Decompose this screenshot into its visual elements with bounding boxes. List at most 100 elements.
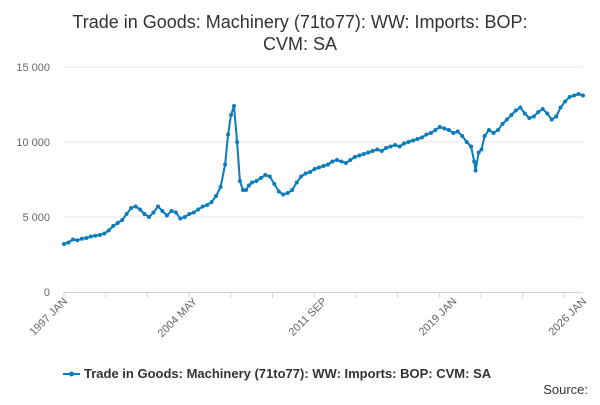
data-point (294, 180, 299, 185)
chart-title-line-1: Trade in Goods: Machinery (71to77): WW: … (72, 12, 527, 32)
data-point (509, 113, 514, 117)
x-tick-label: 2026 JAN (546, 296, 589, 339)
data-point (88, 234, 93, 239)
data-point (187, 212, 192, 216)
y-tick-label: 10 000 (16, 137, 50, 149)
data-point (343, 161, 348, 165)
data-point (482, 134, 487, 138)
data-point (178, 216, 183, 221)
data-point (513, 108, 518, 113)
data-point (138, 207, 143, 212)
data-point (218, 185, 223, 189)
data-point (173, 210, 178, 215)
data-point (97, 233, 102, 237)
data-point (406, 140, 411, 144)
data-point (106, 228, 111, 233)
data-point (235, 140, 240, 144)
data-point (334, 158, 339, 162)
data-point (330, 159, 335, 164)
data-point (326, 162, 330, 167)
data-point (303, 171, 308, 176)
data-point (66, 240, 71, 245)
data-point (209, 200, 214, 204)
data-point (352, 155, 357, 159)
y-tick-labels: 0 5 000 10 000 15 000 (16, 62, 50, 299)
data-point (536, 110, 541, 114)
data-point (147, 215, 151, 219)
data-point (214, 194, 219, 198)
data-point (424, 132, 429, 137)
data-point (156, 204, 160, 209)
data-point (244, 188, 248, 192)
data-point (460, 134, 465, 138)
data-point (223, 162, 228, 167)
legend-label: Trade in Goods: Machinery (71to77): WW: … (84, 366, 492, 381)
data-point (272, 182, 277, 186)
data-point (540, 107, 545, 111)
data-point (205, 203, 210, 207)
data-point (226, 132, 231, 137)
data-point (558, 105, 563, 110)
data-point (522, 111, 527, 116)
legend[interactable]: Trade in Goods: Machinery (71to77): WW: … (63, 366, 492, 381)
data-point (491, 131, 496, 135)
data-point (267, 174, 272, 179)
data-point (393, 143, 398, 147)
data-point (572, 93, 577, 98)
y-tick-label: 0 (44, 287, 50, 299)
data-point (518, 105, 523, 110)
data-point (142, 212, 147, 216)
data-point (237, 179, 242, 183)
data-point (402, 141, 406, 146)
data-point (504, 117, 509, 122)
data-point (554, 114, 559, 119)
data-point (549, 117, 554, 122)
data-point (111, 224, 116, 228)
data-point (370, 149, 375, 153)
data-point (476, 150, 481, 155)
data-point (500, 122, 505, 126)
data-point (415, 137, 420, 141)
source-label: Source: (543, 382, 588, 397)
data-point (196, 207, 201, 212)
data-point (437, 125, 442, 129)
data-point (258, 176, 263, 180)
data-point (312, 167, 317, 171)
data-point (339, 159, 344, 164)
x-tick-label: 1997 JAN (27, 296, 70, 339)
data-point (442, 126, 447, 131)
data-point (191, 210, 196, 215)
data-point (241, 188, 245, 192)
data-point (276, 189, 281, 194)
series-layer (62, 92, 585, 246)
data-point (281, 192, 286, 197)
data-point (129, 206, 134, 210)
data-point (428, 131, 433, 135)
data-point (290, 188, 295, 192)
data-point (299, 174, 304, 179)
data-point (308, 170, 313, 174)
data-point (70, 237, 75, 242)
data-point (254, 179, 259, 183)
data-point (124, 212, 129, 216)
data-point (84, 236, 89, 240)
data-point (366, 150, 371, 155)
data-point (79, 236, 84, 241)
data-point (285, 191, 290, 195)
data-point (164, 213, 169, 218)
x-tick-label: 2004 MAY (156, 295, 201, 340)
data-point (357, 153, 362, 158)
data-point (545, 111, 550, 116)
data-point (375, 147, 380, 152)
data-point (527, 116, 532, 120)
data-point (397, 144, 402, 149)
axes (63, 292, 583, 298)
data-point (361, 152, 366, 156)
data-point (151, 210, 156, 215)
data-point (464, 140, 469, 144)
y-tick-label: 15 000 (16, 62, 50, 74)
y-tick-label: 5 000 (22, 212, 50, 224)
data-point (62, 242, 66, 246)
data-point (246, 183, 251, 188)
